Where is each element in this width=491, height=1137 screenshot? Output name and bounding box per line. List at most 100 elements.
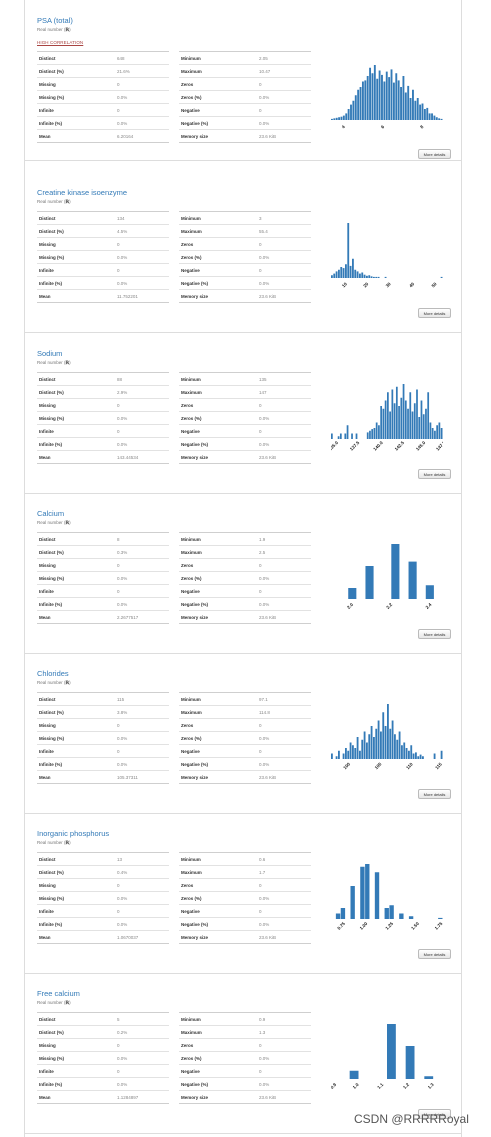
more-details-button[interactable]: More details [418, 949, 451, 959]
stat-value: 0 [115, 904, 169, 918]
histogram-bar [398, 406, 400, 439]
stat-value: 6.20164 [115, 129, 169, 143]
histogram-tick-label: 20 [362, 281, 369, 288]
histogram-bar [428, 113, 431, 120]
stat-value: 0.0% [257, 757, 311, 771]
histogram-bar [339, 433, 342, 439]
histogram-bar [354, 748, 357, 759]
stat-label: Memory size [179, 450, 257, 464]
histogram-tick-label: 8 [419, 124, 425, 130]
more-details-button[interactable]: More details [418, 469, 451, 479]
alert-badge[interactable]: HIGH CORRELATION [37, 40, 84, 45]
histogram-bar [389, 905, 394, 919]
stat-value: 0.0% [257, 917, 311, 931]
stats-row: Negative (%) 0.0% [179, 276, 311, 290]
stats-row: Zeros 0 [179, 878, 311, 892]
histogram-bar [380, 406, 383, 439]
histogram-bar [331, 433, 333, 439]
histogram-bar [429, 422, 432, 439]
stat-value: 0.0% [115, 731, 169, 745]
stat-label: Zeros [179, 558, 257, 572]
histogram-bar [402, 384, 405, 439]
stat-value: 97.1 [257, 692, 311, 706]
histogram-tick-label: 0.75 [336, 921, 346, 931]
stats-row: Negative (%) 0.0% [179, 597, 311, 611]
stat-value: 0 [115, 1064, 169, 1078]
stat-value: 0 [115, 744, 169, 758]
stats-row: Mean 11.752201 [37, 289, 169, 303]
stats-row: Missing (%) 0.0% [37, 891, 169, 905]
variable-title[interactable]: Chlorides [37, 669, 69, 678]
stat-value: 0 [257, 237, 311, 251]
variable-title[interactable]: Creatine kinase isoenzyme [37, 188, 128, 197]
stat-label: Infinite [37, 904, 115, 918]
stat-label: Missing (%) [37, 731, 115, 745]
stats-row: Distinct (%) 0.2% [37, 1025, 169, 1039]
histogram-bar [384, 400, 387, 439]
stat-label: Maximum [179, 1025, 257, 1039]
stat-value: 1.1284897 [115, 1090, 169, 1104]
variable-title[interactable]: Sodium [37, 349, 63, 358]
histogram-bar [425, 585, 434, 599]
stat-label: Negative (%) [179, 437, 257, 451]
more-details-button[interactable]: More details [418, 308, 451, 318]
type-code: ℝ [65, 520, 70, 525]
more-details-button[interactable]: More details [418, 789, 451, 799]
stats-row: Negative 0 [179, 424, 311, 438]
stats-table-right: Minimum 2.05 Maximum 10.47 Zeros 0 Zeros (%) 0.… [179, 51, 311, 143]
variable-title[interactable]: PSA (total) [37, 16, 73, 25]
histogram-bar [347, 109, 350, 120]
variable-title[interactable]: Free calcium [37, 989, 80, 998]
stat-value: 0.6 [257, 852, 311, 866]
stat-label: Negative [179, 744, 257, 758]
stat-label: Infinite [37, 424, 115, 438]
histogram-bar [397, 80, 400, 120]
stat-label: Zeros [179, 878, 257, 892]
histogram-tick-label: 115 [434, 761, 443, 770]
histogram-bar [389, 411, 391, 439]
variable-type: Real number (ℝ) [37, 520, 71, 526]
more-details-button[interactable]: More details [418, 629, 451, 639]
stat-value: 134 [115, 211, 169, 225]
histogram-tick-label: 147.5 [435, 440, 443, 451]
histogram-bar [365, 566, 374, 599]
histogram-bar [366, 742, 368, 759]
stats-row: Distinct 13 [37, 852, 169, 866]
stats-row: Missing 0 [37, 77, 169, 91]
stats-row: Minimum 0.6 [179, 852, 311, 866]
more-details-button[interactable]: More details [418, 1109, 451, 1119]
stats-table-left: Distinct 5 Distinct (%) 0.2% Missing 0 Missing… [37, 1012, 169, 1104]
histogram-bar [391, 389, 394, 439]
stat-label: Minimum [179, 372, 257, 386]
stats-row: Maximum 1.7 [179, 865, 311, 879]
variable-title[interactable]: Inorganic phosphorus [37, 829, 110, 838]
stats-row: Zeros 0 [179, 718, 311, 732]
histogram-bar [392, 82, 395, 120]
stats-table-right: Minimum 97.1 Maximum 114.8 Zeros 0 Zeros (%) 0.… [179, 692, 311, 784]
histogram-tick-label: 142.5 [394, 440, 406, 451]
stats-row: Zeros (%) 0.0% [179, 90, 311, 104]
histogram-chart: 0.9 1.0 1.1 1.2 1.3 [331, 1024, 435, 1090]
stats-table-right: Minimum 135 Maximum 147 Zeros 0 Zeros (%) 0.0% N… [179, 372, 311, 464]
histogram-bar [368, 734, 371, 759]
histogram-bar [433, 115, 436, 120]
histogram-bar [438, 917, 443, 919]
stat-label: Mean [37, 129, 115, 143]
stat-label: Missing [37, 558, 115, 572]
type-label: Real number ( [37, 840, 66, 845]
stat-label: Zeros [179, 1038, 257, 1052]
histogram-bar [405, 1046, 415, 1079]
stat-label: Maximum [179, 64, 257, 78]
histogram-bar [405, 748, 408, 759]
variable-title[interactable]: Calcium [37, 509, 65, 518]
stat-label: Distinct (%) [37, 64, 115, 78]
stat-value: 3 [257, 211, 311, 225]
stats-row: Negative 0 [179, 1064, 311, 1078]
stat-label: Maximum [179, 705, 257, 719]
histogram-tick-label: 100 [342, 761, 351, 770]
stat-value: 0 [257, 424, 311, 438]
histogram-bar [390, 69, 393, 120]
more-details-button[interactable]: More details [418, 149, 451, 159]
stat-label: Missing (%) [37, 891, 115, 905]
stat-label: Zeros (%) [179, 891, 257, 905]
